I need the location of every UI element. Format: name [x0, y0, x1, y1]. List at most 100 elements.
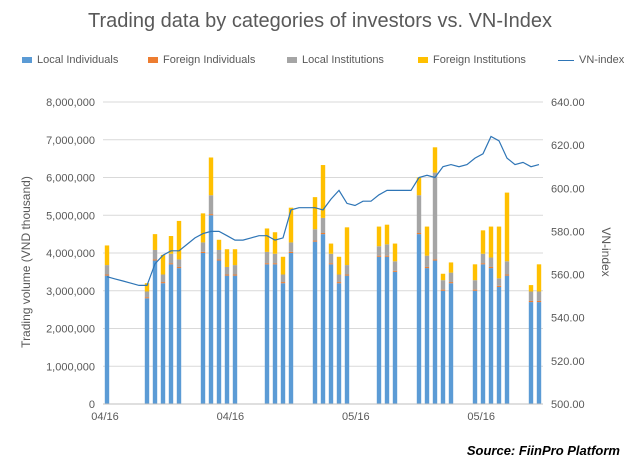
bar-segment-local-individuals: [488, 268, 494, 404]
legend-item-foreign-individuals: Foreign Individuals: [148, 54, 255, 66]
bar-segment-foreign-individuals: [328, 263, 334, 265]
bar-segment-foreign-individuals: [480, 263, 486, 265]
y-axis-title: Trading volume (VND thousand): [19, 176, 33, 348]
bar-segment-local-institutions: [200, 242, 206, 252]
bar-segment-foreign-institutions: [272, 232, 278, 254]
legend-item-local-institutions: Local Institutions: [287, 54, 384, 66]
bar-segment-local-institutions: [416, 195, 422, 233]
x-tick-label: 04/16: [91, 411, 119, 423]
bar-segment-foreign-institutions: [384, 224, 390, 245]
bar-segment-foreign-institutions: [480, 230, 486, 254]
bar-segment-foreign-individuals: [168, 263, 174, 265]
bar-segment-foreign-individuals: [312, 240, 318, 242]
bar-segment-foreign-individuals: [432, 259, 438, 261]
bar-segment-local-individuals: [104, 275, 110, 404]
y2-tick-label: 620.00: [551, 140, 585, 152]
legend-item-local-individuals: Local Individuals: [22, 54, 118, 66]
bar-segment-foreign-individuals: [160, 282, 166, 284]
bar-segment-foreign-individuals: [392, 270, 398, 272]
bar-segment-local-institutions: [168, 253, 174, 264]
bar-segment-foreign-institutions: [216, 239, 222, 250]
bar-segment-foreign-institutions: [160, 254, 166, 275]
bar-segment-foreign-institutions: [496, 226, 502, 279]
bar-segment-local-institutions: [376, 246, 382, 256]
bar-segment-foreign-individuals: [488, 266, 494, 269]
bar-segment-foreign-institutions: [488, 226, 494, 258]
bar-segment-foreign-individuals: [528, 300, 534, 303]
bar-segment-foreign-individuals: [272, 263, 278, 265]
bar-segment-local-individuals: [472, 290, 478, 404]
bar-segment-foreign-institutions: [528, 285, 534, 292]
bar-segment-local-institutions: [392, 261, 398, 271]
bar-segment-foreign-individuals: [176, 266, 182, 269]
bar-segment-local-individuals: [152, 260, 158, 404]
bar-segment-foreign-institutions: [472, 264, 478, 281]
bar-segment-local-institutions: [424, 255, 430, 267]
bar-segment-local-institutions: [144, 291, 150, 298]
bar-segment-local-institutions: [320, 217, 326, 233]
x-tick-label: 04/16: [217, 411, 245, 423]
y-tick-label: 3,000,000: [46, 286, 95, 298]
bar-segment-foreign-institutions: [224, 249, 230, 267]
y-tick-label: 6,000,000: [46, 173, 95, 185]
bar-segment-local-institutions: [504, 261, 510, 275]
bar-segment-local-institutions: [280, 274, 286, 283]
bar-segment-local-institutions: [472, 280, 478, 290]
bar-segment-foreign-individuals: [104, 274, 110, 276]
bar-segment-foreign-individuals: [384, 255, 390, 257]
bar-segment-local-individuals: [216, 260, 222, 404]
bar-segment-foreign-institutions: [288, 207, 294, 243]
legend-item-vn-index: VN-index: [558, 54, 624, 66]
bar-segment-foreign-institutions: [152, 234, 158, 250]
bar-segment-local-individuals: [376, 256, 382, 404]
bar-segment-local-individuals: [424, 268, 430, 404]
y-tick-label: 8,000,000: [46, 97, 95, 109]
bar-segment-foreign-individuals: [344, 274, 350, 276]
bar-segment-foreign-institutions: [168, 236, 174, 254]
bar-segment-local-institutions: [528, 291, 534, 301]
bar-segment-foreign-individuals: [416, 232, 422, 235]
bar-segment-local-individuals: [272, 264, 278, 404]
bar-segment-local-institutions: [480, 253, 486, 264]
bar-segment-foreign-individuals: [264, 263, 270, 265]
bar-segment-foreign-institutions: [176, 220, 182, 260]
bar-segment-local-individuals: [320, 234, 326, 404]
bar-segment-local-individuals: [504, 275, 510, 404]
bar-segment-local-individuals: [344, 275, 350, 404]
bar-segment-foreign-institutions: [432, 147, 438, 173]
bar-segment-local-individuals: [312, 241, 318, 404]
bar-segment-foreign-institutions: [416, 177, 422, 196]
bar-segment-local-individuals: [280, 283, 286, 404]
bar-segment-foreign-individuals: [320, 232, 326, 235]
bar-segment-foreign-individuals: [144, 297, 150, 299]
bar-segment-local-institutions: [216, 249, 222, 260]
chart-title: Trading data by categories of investors …: [88, 10, 552, 32]
bar-segment-foreign-institutions: [104, 245, 110, 266]
bar-segment-local-individuals: [144, 298, 150, 404]
bar-segment-foreign-institutions: [536, 264, 542, 292]
bar-segment-local-individuals: [200, 253, 206, 404]
bar-segment-local-individuals: [432, 260, 438, 404]
bar-segment-local-institutions: [536, 291, 542, 301]
bar-segment-local-institutions: [336, 274, 342, 283]
bar-segment-foreign-institutions: [440, 273, 446, 281]
bar-segment-foreign-institutions: [424, 226, 430, 256]
y-tick-label: 4,000,000: [46, 248, 95, 260]
bar-segment-local-individuals: [384, 256, 390, 404]
bar-segment-foreign-institutions: [344, 227, 350, 266]
bar-segment-foreign-institutions: [504, 192, 510, 262]
bar-segment-local-institutions: [160, 274, 166, 283]
bar-segment-foreign-individuals: [536, 300, 542, 303]
bar-segment-local-individuals: [232, 275, 238, 404]
bar-segment-foreign-institutions: [144, 283, 150, 292]
bar-segment-local-institutions: [440, 280, 446, 290]
bar-segment-foreign-individuals: [448, 282, 454, 284]
bar-segment-foreign-institutions: [264, 228, 270, 252]
bar-segment-foreign-individuals: [288, 251, 294, 253]
bar-segment-local-institutions: [176, 259, 182, 267]
y2-tick-label: 540.00: [551, 313, 585, 325]
bar-segment-foreign-institutions: [392, 243, 398, 262]
bar-segment-local-individuals: [448, 283, 454, 404]
bar-segment-foreign-institutions: [336, 256, 342, 275]
bar-segment-local-institutions: [288, 242, 294, 252]
